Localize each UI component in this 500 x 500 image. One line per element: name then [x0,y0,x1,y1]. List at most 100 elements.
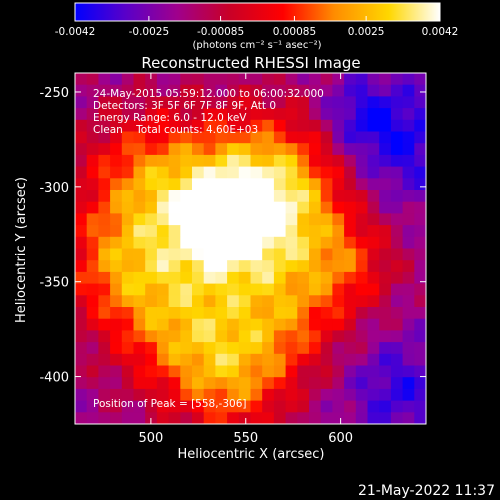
heatmap-cell [402,412,415,425]
colorbar-tick-label: 0.00085 [273,26,316,38]
heatmap-cell [309,365,322,378]
heatmap-cell [133,295,146,308]
heatmap-cell [168,307,181,320]
heatmap-cell [110,178,123,191]
heatmap-cell [133,271,146,284]
heatmap-cell [180,248,193,261]
heatmap-cell [215,119,228,132]
heatmap-cell [86,84,99,97]
heatmap-cell [145,400,158,413]
heatmap-cell [379,225,392,238]
heatmap-cell [192,271,205,284]
heatmap-cell [121,330,134,343]
heatmap-cell [180,307,193,320]
heatmap-cell [192,307,205,320]
heatmap-cell [414,248,427,261]
heatmap-cell [297,119,310,132]
heatmap-cell [180,318,193,331]
heatmap-cell [86,318,99,331]
heatmap-cell [168,213,181,226]
heatmap-cell [192,213,205,226]
heatmap-cell [355,84,368,97]
heatmap-cell [121,260,134,273]
heatmap-cell [192,295,205,308]
heatmap-cell [110,330,123,343]
heatmap-cell [344,330,357,343]
heatmap-cell [262,84,275,97]
heatmap-cell [121,318,134,331]
heatmap-cell [390,412,403,425]
heatmap-cell [297,353,310,366]
method-counts-label: Clean Total counts: 4.60E+03 [93,124,258,136]
heatmap-cell [262,178,275,191]
heatmap-cell [414,190,427,203]
heatmap-cell [309,236,322,249]
heatmap-cell [227,84,240,97]
heatmap-cell [285,260,298,273]
heatmap-cell [297,412,310,425]
heatmap-cell [285,131,298,144]
heatmap-cell [203,143,216,156]
heatmap-cell [320,225,333,238]
heatmap-cell [414,365,427,378]
heatmap-cell [98,412,111,425]
heatmap-cell [402,283,415,296]
heatmap-cell [98,318,111,331]
heatmap-cell [297,400,310,413]
heatmap-cell [156,225,169,238]
heatmap-cell [344,318,357,331]
heatmap-cell [273,342,286,355]
heatmap-cell [145,154,158,167]
heatmap-cell [344,295,357,308]
heatmap-cell [297,143,310,156]
heatmap-cell [203,353,216,366]
heatmap-cell [203,377,216,390]
heatmap-cell [227,166,240,179]
heatmap-cell [215,283,228,296]
x-axis-label: Heliocentric X (arcsec) [178,447,325,462]
heatmap-cell [203,400,216,413]
heatmap-cell [332,412,345,425]
heatmap-cell [75,108,88,121]
heatmap-cell [215,236,228,249]
heatmap-cell [133,342,146,355]
heatmap-cell [402,400,415,413]
heatmap-cell [180,201,193,214]
heatmap-cell [285,225,298,238]
heatmap-cell [273,236,286,249]
heatmap-cell [121,108,134,121]
heatmap-cell [156,248,169,261]
heatmap-cell [390,178,403,191]
heatmap-cell [110,283,123,296]
heatmap-cell [414,260,427,273]
heatmap-cell [367,342,380,355]
heatmap-cell [227,388,240,401]
heatmap-cell [297,283,310,296]
heatmap-cell [192,412,205,425]
heatmap-cell [145,96,158,109]
heatmap-cell [320,318,333,331]
heatmap-cell [203,271,216,284]
heatmap-cell [203,260,216,273]
heatmap-cell [98,108,111,121]
y-tick-label: -400 [39,371,69,386]
heatmap-cell [145,178,158,191]
heatmap-cell [98,225,111,238]
heatmap-cell [402,236,415,249]
heatmap-cell [285,353,298,366]
heatmap-cell [262,201,275,214]
chart-title: Reconstructed RHESSI Image [141,54,360,72]
heatmap-cell [273,353,286,366]
heatmap-cell [75,225,88,238]
heatmap-cell [227,190,240,203]
heatmap-cell [355,318,368,331]
heatmap-cell [344,166,357,179]
heatmap-cell [309,201,322,214]
heatmap-cell [192,84,205,97]
heatmap-cell [320,388,333,401]
heatmap-cell [192,225,205,238]
heatmap-cell [297,108,310,121]
heatmap-cell [262,283,275,296]
heatmap-cell [297,307,310,320]
heatmap-cell [121,400,134,413]
